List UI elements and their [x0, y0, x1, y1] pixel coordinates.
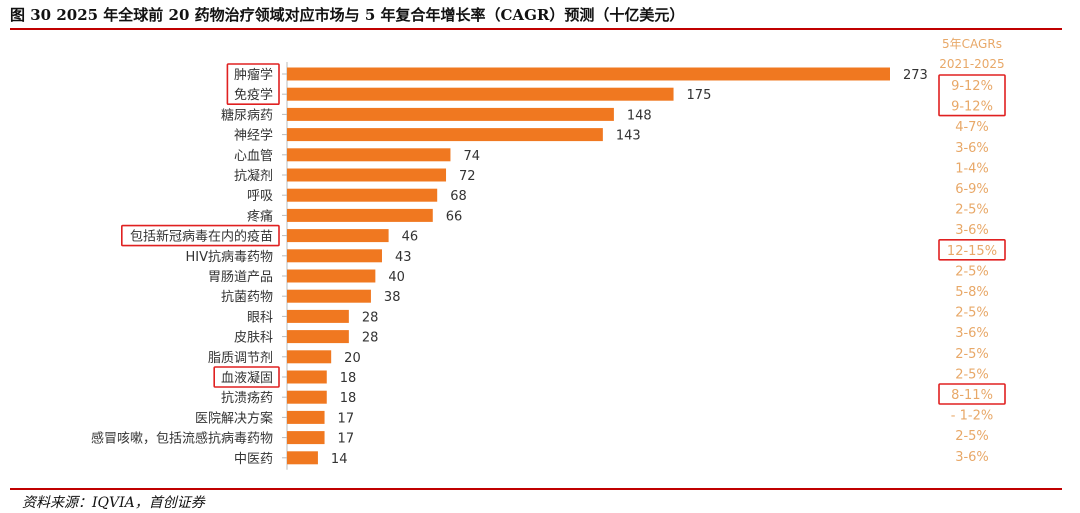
bar [287, 431, 325, 445]
figure-title: 图 30 2025 年全球前 20 药物治疗领域对应市场与 5 年复合年增长率（… [10, 6, 685, 24]
source-note: 资料来源：IQVIA，首创证券 [22, 495, 205, 511]
bar-chart: 肿瘤学 273 免疫学 175 糖尿病药 148 神经学 143 心血管 74 抗凝剂 72 呼吸 68 疼… [91, 37, 1006, 470]
value-label: 28 [362, 331, 379, 346]
bar [287, 229, 389, 243]
value-label: 74 [463, 149, 480, 164]
cagr-highlight-box [938, 74, 1006, 117]
cagr-value: 2-5% [955, 264, 989, 279]
value-label: 68 [450, 189, 467, 204]
category-label: 包括新冠病毒在内的疫苗 [130, 229, 273, 245]
value-label: 72 [459, 169, 476, 184]
bottom-rule [10, 488, 1062, 490]
category-label: 胃肠道产品 [208, 270, 273, 285]
category-label: 糖尿病药 [221, 107, 273, 123]
category-label: 血液凝固 [221, 370, 273, 386]
category-label: 皮肤科 [234, 331, 273, 346]
value-label: 148 [627, 108, 652, 123]
cagr-value: 8-11% [951, 388, 993, 403]
bar [287, 390, 327, 404]
value-label: 18 [340, 391, 357, 406]
cagr-value: 1-4% [955, 161, 989, 176]
bar [287, 188, 438, 202]
category-label: 抗菌药物 [221, 290, 273, 305]
category-highlight-box [226, 63, 280, 106]
value-label: 143 [616, 129, 641, 144]
value-label: 14 [331, 452, 348, 467]
cagr-value: 2-5% [955, 306, 989, 321]
value-label: 38 [384, 290, 401, 305]
cagr-value: 2-5% [955, 347, 989, 362]
value-label: 18 [340, 371, 357, 386]
category-label: 抗溃疡药 [221, 391, 273, 406]
category-label: 心血管 [234, 149, 273, 164]
category-label: 中医药 [234, 452, 273, 467]
cagr-value: 3-6% [955, 223, 989, 238]
category-label: 神经学 [234, 128, 273, 144]
value-label: 20 [344, 351, 361, 366]
bar [287, 87, 674, 101]
category-label: 脂质调节剂 [208, 351, 273, 366]
category-label: 肿瘤学 [234, 67, 273, 83]
value-label: 40 [388, 270, 405, 285]
cagr-value: 2-5% [955, 429, 989, 444]
value-label: 17 [338, 432, 355, 447]
value-label: 66 [446, 209, 463, 224]
bar [287, 168, 447, 182]
cagr-value: 3-6% [955, 141, 989, 156]
category-label: 抗凝剂 [234, 168, 273, 184]
top-rule [10, 28, 1062, 30]
category-label: 感冒咳嗽，包括流感抗病毒药物 [91, 431, 273, 447]
bar [287, 451, 318, 465]
bar [287, 269, 376, 283]
cagr-value: 3-6% [955, 326, 989, 341]
bar [287, 350, 332, 364]
value-label: 28 [362, 310, 379, 325]
cagr-value: 4-7% [955, 120, 989, 135]
bar [287, 128, 603, 142]
cagr-highlight-box [938, 239, 1006, 261]
category-label: 呼吸 [247, 189, 273, 204]
cagr-value: 9-12% [951, 79, 993, 94]
bar [287, 309, 349, 323]
bar [287, 148, 451, 162]
cagr-value: 6-9% [955, 182, 989, 197]
cagr-value: 9-12% [951, 100, 993, 115]
bar [287, 67, 890, 81]
category-label: 医院解决方案 [195, 410, 273, 426]
bar [287, 330, 349, 344]
bar [287, 410, 325, 424]
category-highlight-box [121, 224, 280, 247]
cagr-value: 12-15% [947, 244, 997, 259]
value-label: 43 [395, 250, 412, 265]
value-label: 46 [402, 230, 419, 245]
category-label: 眼科 [247, 310, 273, 325]
value-label: 175 [687, 88, 712, 103]
category-label: 疼痛 [247, 208, 273, 224]
value-label: 273 [903, 68, 928, 83]
cagr-highlight-box [938, 383, 1006, 405]
cagr-header: 5年CAGRs [942, 37, 1002, 51]
cagr-value: 2-5% [955, 203, 989, 218]
value-label: 17 [338, 411, 355, 426]
category-label: HIV抗病毒药物 [185, 250, 273, 265]
category-label: 免疫学 [234, 87, 273, 103]
cagr-value: - 1-2% [951, 409, 993, 424]
cagr-value: 2-5% [955, 367, 989, 382]
bar [287, 289, 371, 303]
cagr-header: 2021-2025 [939, 57, 1004, 71]
cagr-value: 5-8% [955, 285, 989, 300]
bar [287, 370, 327, 384]
cagr-value: 3-6% [955, 450, 989, 465]
bar [287, 249, 382, 263]
category-highlight-box [213, 366, 280, 388]
bar [287, 208, 433, 222]
bar [287, 107, 614, 121]
